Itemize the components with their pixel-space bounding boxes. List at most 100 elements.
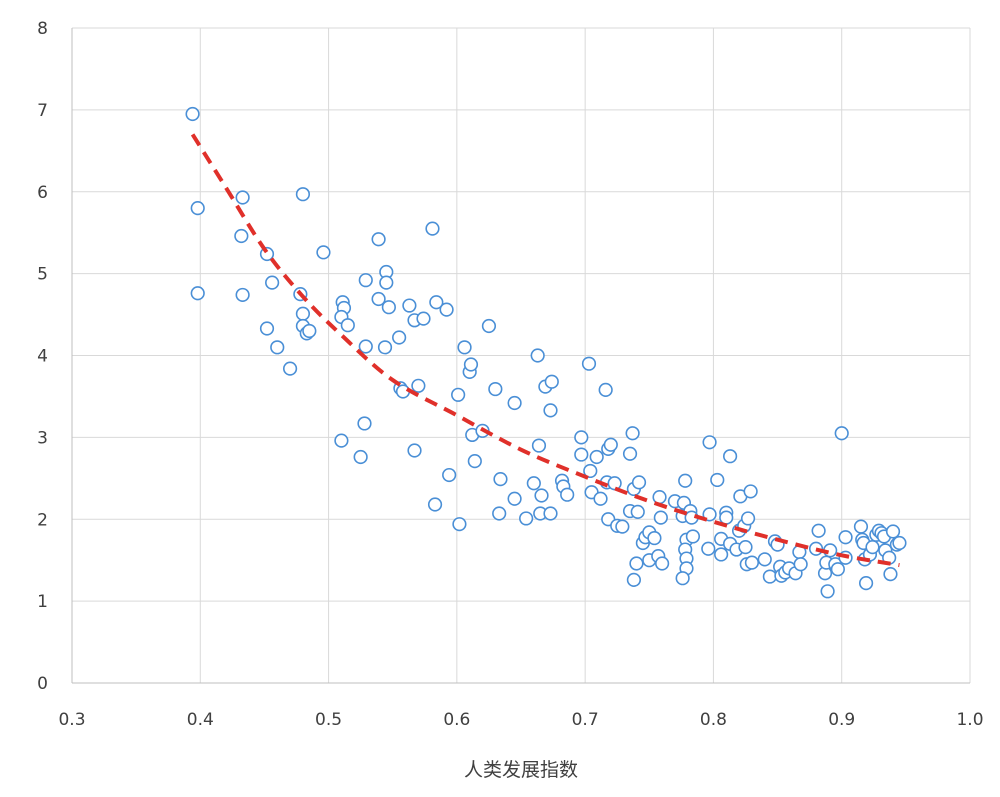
data-point — [402, 298, 417, 313]
data-point — [295, 306, 311, 321]
data-point — [574, 430, 589, 445]
data-point — [820, 584, 835, 599]
data-point — [853, 519, 869, 534]
x-axis-title: 人类发展指数 — [464, 759, 578, 781]
data-point — [357, 416, 372, 431]
data-point — [675, 571, 690, 586]
data-point — [425, 221, 440, 236]
data-point — [589, 449, 604, 465]
data-point — [793, 557, 808, 572]
data-point — [655, 556, 670, 571]
y-tick-label: 7 — [37, 101, 48, 121]
data-point — [427, 497, 443, 512]
data-point — [830, 562, 845, 577]
data-point — [603, 437, 618, 452]
data-point — [701, 541, 716, 556]
data-point — [530, 348, 545, 363]
data-point — [381, 300, 396, 315]
data-point — [593, 491, 608, 506]
data-point — [411, 378, 426, 393]
y-tick-label: 2 — [37, 510, 48, 530]
data-point — [685, 529, 701, 544]
y-tick-label: 1 — [37, 592, 48, 612]
data-point — [377, 340, 393, 355]
data-point — [629, 556, 644, 571]
data-point — [235, 287, 250, 303]
x-tick-label: 0.8 — [700, 710, 727, 730]
data-point — [463, 357, 479, 372]
x-tick-labels: 0.3 0.4 0.5 0.6 0.7 0.8 0.9 1.0 — [58, 710, 983, 730]
data-point — [452, 517, 467, 532]
data-point — [647, 530, 662, 546]
y-tick-label: 3 — [37, 428, 48, 448]
y-tick-label: 5 — [37, 265, 48, 285]
data-point — [407, 443, 422, 458]
data-point — [493, 472, 508, 487]
data-point — [340, 318, 355, 333]
data-point — [457, 340, 472, 355]
data-point — [467, 454, 482, 469]
data-point — [738, 539, 753, 555]
x-tick-label: 0.3 — [58, 710, 85, 730]
data-point — [190, 286, 205, 301]
data-point — [259, 321, 275, 336]
data-point — [885, 524, 901, 539]
data-point — [531, 438, 547, 453]
data-point — [744, 555, 760, 570]
data-point — [371, 232, 386, 247]
data-point — [723, 449, 738, 464]
data-point — [526, 476, 541, 491]
y-tick-label: 0 — [37, 674, 48, 694]
data-point — [451, 387, 466, 402]
data-point — [631, 475, 647, 490]
grid-lines — [72, 27, 971, 683]
data-point — [488, 381, 503, 397]
y-tick-label: 8 — [37, 19, 48, 39]
data-point — [353, 449, 368, 465]
y-tick-label: 6 — [37, 183, 48, 203]
data-point — [719, 510, 734, 525]
data-point — [519, 511, 534, 526]
x-tick-label: 1.0 — [956, 710, 983, 730]
x-tick-label: 0.5 — [315, 710, 342, 730]
data-point — [865, 539, 880, 555]
y-tick-label: 4 — [37, 347, 48, 367]
data-point — [507, 491, 522, 506]
data-point — [740, 511, 756, 526]
x-tick-label: 0.9 — [828, 710, 855, 730]
data-point — [581, 356, 597, 371]
data-point — [185, 106, 200, 122]
y-tick-labels: 0 1 2 3 4 5 6 7 8 — [37, 19, 48, 694]
data-point — [811, 523, 826, 538]
data-point — [858, 576, 874, 591]
data-point — [622, 446, 638, 461]
data-point — [762, 569, 777, 584]
data-point — [534, 488, 549, 503]
data-point — [883, 567, 898, 582]
data-point — [543, 506, 558, 521]
data-point — [626, 572, 641, 587]
data-point — [743, 484, 758, 499]
data-points — [185, 106, 907, 599]
data-point — [678, 473, 693, 488]
data-point — [295, 187, 311, 202]
data-point — [702, 435, 717, 450]
data-point — [574, 447, 589, 462]
data-point — [544, 374, 559, 389]
data-point — [615, 519, 630, 534]
data-point — [235, 190, 250, 205]
data-point — [710, 472, 725, 488]
data-point — [757, 552, 772, 567]
data-point — [392, 330, 407, 345]
data-point — [834, 426, 849, 441]
data-point — [416, 311, 431, 326]
data-point — [282, 361, 298, 376]
data-point — [607, 476, 622, 491]
data-point — [371, 291, 386, 307]
data-point — [234, 228, 249, 244]
data-point — [442, 467, 457, 483]
data-point — [270, 340, 285, 355]
data-point — [190, 201, 205, 216]
data-point — [334, 433, 349, 448]
